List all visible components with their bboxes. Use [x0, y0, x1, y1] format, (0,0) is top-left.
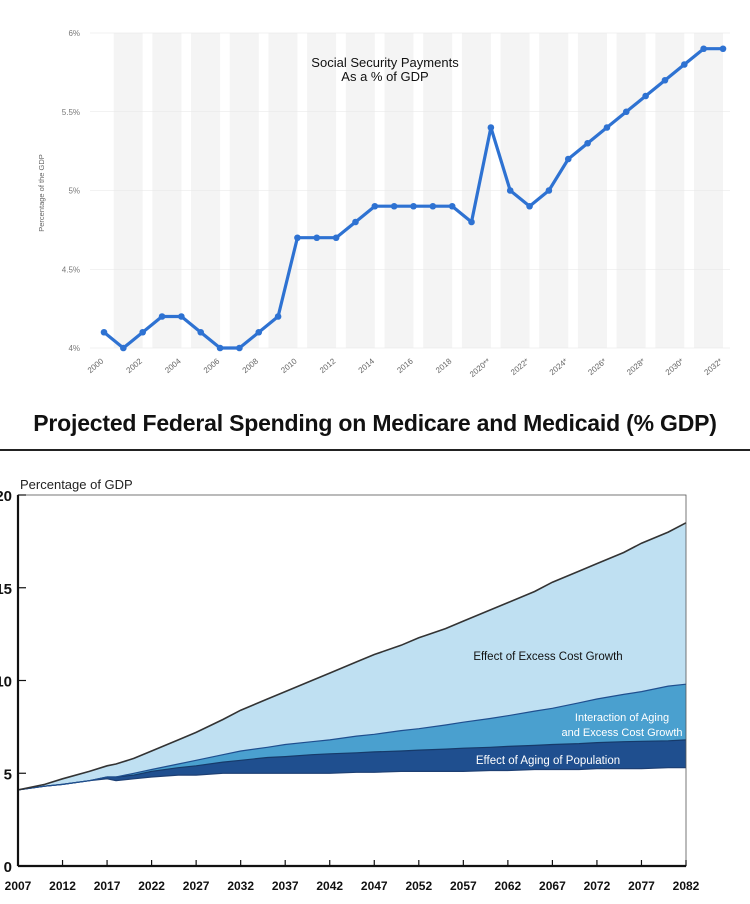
area-aging-of-population [18, 739, 686, 790]
top-chart-x-ticks: 2000 2002 2004 2006 2008 2010 2012 2014 2016 2018… [86, 356, 724, 379]
y-tick-label: 6% [68, 29, 80, 38]
data-point [584, 139, 591, 147]
top-chart-title-line-2: As a % of GDP [341, 69, 428, 84]
bottom-chart-series-labels: Effect of Excess Cost Growth Interaction … [473, 651, 682, 767]
x-tick-label: 2020** [468, 357, 492, 379]
x-tick-label: 2027 [183, 879, 210, 893]
top-chart-title-line-1: Social Security Payments [311, 55, 459, 70]
data-point [158, 313, 166, 320]
x-tick-label: 2014 [357, 356, 377, 375]
x-tick-label: 2006 [202, 356, 222, 375]
y-tick-label: 10 [0, 674, 12, 691]
x-tick-label: 2037 [272, 879, 299, 893]
x-tick-label: 2007 [5, 879, 32, 893]
data-point [681, 61, 688, 68]
data-point [545, 187, 553, 194]
y-tick-label: 5% [68, 187, 80, 196]
x-tick-label: 2022* [509, 357, 531, 377]
data-point [294, 234, 301, 242]
data-point [468, 218, 475, 226]
x-tick-label: 2032* [702, 357, 724, 377]
top-chart-series [100, 45, 727, 352]
x-tick-label: 2022 [138, 879, 165, 893]
x-tick-label: 2032 [227, 879, 254, 893]
area-interaction-edge [17, 683, 687, 791]
data-point [332, 234, 340, 242]
label-excess-cost-growth: Effect of Excess Cost Growth [473, 651, 622, 663]
data-point [236, 344, 243, 352]
area-base-edge [17, 767, 686, 791]
x-tick-label: 2026* [586, 357, 608, 377]
area-excess-cost-growth-edge [17, 522, 687, 791]
x-tick-label: 2067 [539, 879, 566, 893]
x-tick-label: 2012 [49, 879, 76, 893]
data-point [274, 313, 282, 320]
y-tick-label: 20 [0, 488, 12, 505]
y-tick-label: 5.5% [62, 108, 80, 117]
x-tick-label: 2028* [625, 357, 647, 377]
y-tick-label: 15 [0, 581, 12, 598]
data-point [564, 155, 572, 163]
x-tick-label: 2077 [628, 879, 655, 893]
x-tick-label: 2004 [163, 356, 183, 375]
data-point [313, 234, 321, 242]
data-point [429, 202, 437, 210]
top-chart-y-ticks: 4% 4.5% 5% 5.5% 6% [62, 29, 80, 353]
x-tick-label: 2072 [584, 879, 611, 893]
data-point [410, 202, 417, 210]
x-tick-label: 2082 [673, 879, 700, 893]
x-tick-label: 2024* [548, 357, 570, 377]
y-tick-label: 5 [4, 766, 12, 783]
data-point [661, 76, 669, 84]
bottom-chart-areas [17, 522, 687, 791]
x-tick-label: 2018 [434, 356, 454, 375]
data-point [622, 108, 630, 116]
data-point [390, 202, 398, 210]
data-point [487, 124, 495, 131]
x-tick-label: 2002 [125, 356, 145, 375]
x-tick-label: 2000 [86, 356, 106, 375]
label-interaction-line-2: and Excess Cost Growth [561, 727, 682, 739]
y-tick-label: 4% [68, 344, 80, 353]
bottom-chart-axes: 0 5 10 15 20 2007 2012 2017 2022 2027 2032 2037 2042… [0, 488, 700, 893]
label-interaction-line-1: Interaction of Aging [575, 712, 669, 724]
data-point [120, 344, 127, 352]
medicare-chart-title: Projected Federal Spending on Medicare a… [33, 410, 717, 436]
data-point [139, 328, 146, 336]
x-tick-label: 2030* [664, 357, 686, 377]
data-point [371, 202, 379, 210]
x-tick-label: 2010 [279, 356, 299, 375]
data-point [352, 218, 359, 226]
y-tick-label: 0 [4, 859, 12, 876]
social-security-chart: 4%4.5%5%5.5%6% 2000 2002 2004 2006 2008 2010 2… [37, 29, 730, 379]
medicare-medicaid-chart: 0 5 10 15 20 2007 2012 2017 2022 2027 2032 2037 2042… [0, 477, 700, 893]
x-tick-label: 2012 [318, 356, 338, 375]
data-point [506, 187, 514, 194]
x-tick-label: 2008 [241, 356, 261, 375]
data-point [216, 344, 224, 352]
x-tick-label: 2062 [495, 879, 522, 893]
data-point [448, 202, 456, 210]
data-point [719, 45, 727, 53]
data-point [178, 313, 185, 320]
x-tick-label: 2017 [94, 879, 121, 893]
x-tick-label: 2052 [405, 879, 432, 893]
x-tick-label: 2016 [395, 356, 415, 375]
data-point [642, 92, 649, 100]
data-point [526, 202, 533, 210]
label-aging-of-population: Effect of Aging of Population [476, 755, 620, 767]
data-point [255, 328, 263, 336]
x-tick-label: 2057 [450, 879, 477, 893]
section-divider [0, 449, 750, 451]
y-tick-label: 4.5% [62, 265, 80, 274]
data-point [100, 328, 108, 336]
data-point [700, 45, 707, 53]
x-tick-label: 2042 [316, 879, 343, 893]
top-chart-y-axis-label: Percentage of the GDP [37, 154, 46, 232]
bottom-chart-y-axis-label: Percentage of GDP [20, 477, 133, 492]
x-tick-label: 2047 [361, 879, 388, 893]
data-point [603, 124, 611, 131]
data-point [197, 328, 205, 336]
